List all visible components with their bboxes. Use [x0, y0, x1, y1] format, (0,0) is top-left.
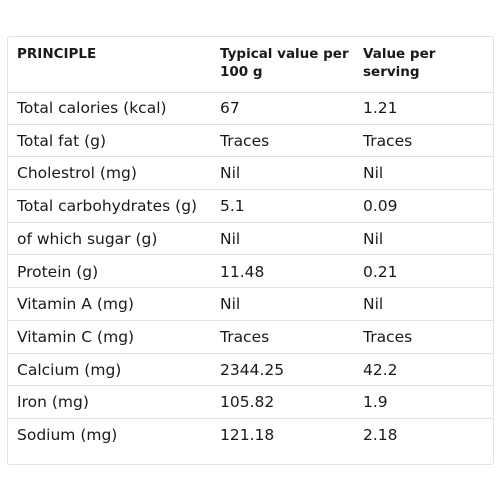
- row-principle-cell: Total fat (g): [17, 131, 107, 150]
- row-principle-cell: Vitamin C (mg): [17, 327, 135, 346]
- table-header: PRINCIPLE Typical value per 100 g Value …: [8, 37, 493, 93]
- row-per-serving-cell: Traces: [363, 327, 413, 346]
- row-per-100g-cell: Traces: [220, 131, 270, 150]
- row-principle-cell: Total carbohydrates (g): [17, 197, 198, 216]
- table-row: Protein (g) 11.48 0.21: [8, 256, 493, 289]
- row-per-100g-cell: 11.48: [220, 262, 265, 281]
- row-per-100g-cell: 2344.25: [220, 360, 285, 379]
- row-per-serving-cell: 2.18: [363, 426, 398, 444]
- nutrition-table: PRINCIPLE Typical value per 100 g Value …: [7, 36, 494, 465]
- table-row: Cholestrol (mg) Nil Nil: [8, 157, 493, 191]
- row-per-serving-cell: 1.9: [363, 393, 388, 412]
- row-per-serving-cell: 0.21: [363, 262, 398, 281]
- row-principle-cell: Cholestrol (mg): [17, 164, 137, 183]
- table-row: Calcium (mg) 2344.25 42.2: [8, 354, 493, 387]
- row-per-serving-cell: 0.09: [363, 197, 398, 216]
- header-value-per-serving: Value per serving: [363, 46, 436, 80]
- row-principle-cell: Iron (mg): [17, 393, 89, 412]
- row-per-100g-cell: Nil: [220, 295, 241, 314]
- table-row: Vitamin C (mg) Traces Traces: [8, 321, 493, 354]
- table-row: Sodium (mg) 121.18 2.18: [8, 419, 493, 452]
- row-per-serving-cell: Nil: [363, 295, 384, 314]
- row-per-serving-cell: 42.2: [363, 360, 398, 379]
- row-principle-cell: of which sugar (g): [17, 229, 158, 248]
- table-row: Total calories (kcal) 67 1.21: [8, 92, 493, 125]
- row-principle-cell: Calcium (mg): [17, 360, 122, 379]
- table-row: Total carbohydrates (g) 5.1 0.09: [8, 190, 493, 223]
- row-per-serving-cell: 1.21: [363, 99, 398, 117]
- row-principle-cell: Total calories (kcal): [17, 99, 167, 117]
- header-principle: PRINCIPLE: [17, 46, 97, 62]
- row-per-serving-cell: Nil: [363, 229, 384, 248]
- row-per-100g-cell: 67: [220, 99, 240, 117]
- row-per-serving-cell: Traces: [363, 131, 413, 150]
- row-per-100g-cell: Nil: [220, 229, 241, 248]
- table-row: Iron (mg) 105.82 1.9: [8, 386, 493, 419]
- row-per-100g-cell: 105.82: [220, 393, 275, 412]
- header-value-per-100g: Typical value per 100 g: [220, 46, 349, 80]
- row-principle-cell: Protein (g): [17, 262, 99, 281]
- row-principle-cell: Vitamin A (mg): [17, 295, 134, 314]
- row-per-100g-cell: 121.18: [220, 426, 275, 444]
- row-per-serving-cell: Nil: [363, 164, 384, 183]
- table-row: Total fat (g) Traces Traces: [8, 125, 493, 158]
- row-per-100g-cell: 5.1: [220, 197, 245, 216]
- row-per-100g-cell: Traces: [220, 327, 270, 346]
- table-row: Vitamin A (mg) Nil Nil: [8, 288, 493, 321]
- row-principle-cell: Sodium (mg): [17, 426, 118, 444]
- row-per-100g-cell: Nil: [220, 164, 241, 183]
- table-row: of which sugar (g) Nil Nil: [8, 223, 493, 256]
